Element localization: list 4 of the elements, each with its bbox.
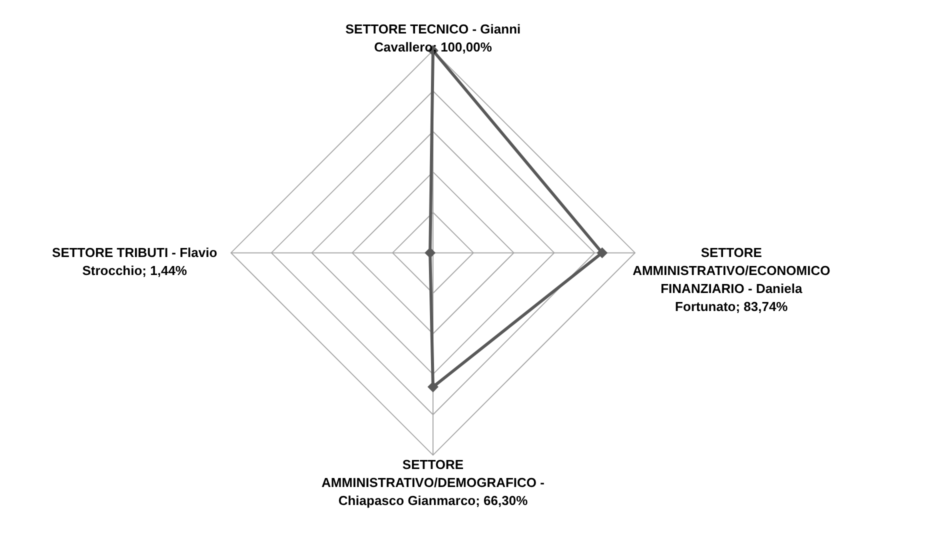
spoke-label: SETTORE TECNICO - Gianni Cavallero; 100,00% (345, 22, 521, 55)
spoke-label: SETTORE AMMINISTRATIVO/ECONOMICO FINANZIARIO - Daniela Fortunato; 83,74% (632, 244, 830, 314)
spoke-label: SETTORE AMMINISTRATIVO/DEMOGRAFICO - Chiapasco Gianmarco; 66,30% (322, 457, 544, 508)
spoke-label: SETTORE TRIBUTI - Flavio Strocchio; 1,44% (52, 244, 218, 278)
